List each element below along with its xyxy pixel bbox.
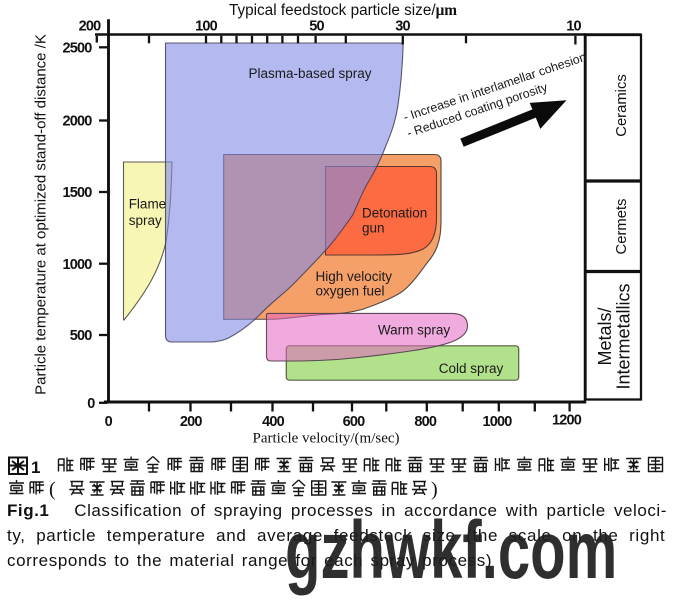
svg-text:oxygen fuel: oxygen fuel — [316, 284, 385, 299]
svg-text:High velocity: High velocity — [316, 269, 393, 284]
svg-text:spray: spray — [129, 213, 162, 228]
svg-text:Particle temperature at optimi: Particle temperature at optimized stand-… — [33, 34, 50, 395]
svg-text:Ceramics: Ceramics — [614, 74, 630, 136]
svg-text:600: 600 — [343, 414, 366, 430]
svg-text:Metals/: Metals/ — [595, 307, 615, 365]
svg-text:Flame: Flame — [129, 197, 167, 212]
svg-text:100: 100 — [195, 19, 218, 35]
svg-text:Warm spray: Warm spray — [378, 323, 451, 338]
svg-text:Cold spray: Cold spray — [439, 361, 504, 376]
svg-text:): ) — [431, 479, 438, 501]
svg-text:50: 50 — [309, 19, 324, 35]
svg-text:Cermets: Cermets — [614, 199, 630, 255]
svg-text:2000: 2000 — [62, 114, 92, 130]
svg-text:1: 1 — [31, 458, 40, 477]
svg-text:(: ( — [49, 479, 56, 501]
svg-text:1000: 1000 — [62, 257, 92, 273]
svg-text:500: 500 — [70, 328, 93, 344]
svg-text:30: 30 — [395, 19, 410, 35]
svg-text:400: 400 — [262, 414, 285, 430]
svg-text:0: 0 — [105, 414, 113, 430]
svg-text:0: 0 — [87, 396, 95, 412]
svg-text:1500: 1500 — [62, 185, 92, 201]
svg-text:corresponds to the material ra: corresponds to the material range for ea… — [7, 551, 492, 570]
svg-text:Detonation: Detonation — [362, 206, 427, 221]
svg-text:1000: 1000 — [482, 414, 512, 430]
svg-text:Plasma-based spray: Plasma-based spray — [248, 66, 371, 81]
svg-text:gun: gun — [362, 221, 385, 236]
svg-text:gzhwkf.com: gzhwkf.com — [285, 505, 617, 596]
svg-text:Fig.1 Classification of spra: Fig.1 Classification of spraying process… — [7, 501, 667, 520]
svg-text:Typical feedstock particle siz: Typical feedstock particle size/μm — [229, 2, 457, 19]
svg-text:200: 200 — [79, 19, 102, 35]
svg-text:Intermetallics: Intermetallics — [614, 283, 634, 389]
svg-text:200: 200 — [180, 414, 203, 430]
svg-text:Particle velocity/(m/sec): Particle velocity/(m/sec) — [252, 431, 399, 447]
svg-text:1200: 1200 — [552, 413, 582, 429]
svg-text:2500: 2500 — [62, 41, 92, 57]
svg-text:10: 10 — [566, 19, 581, 35]
svg-text:800: 800 — [414, 414, 437, 430]
svg-text:ty, particle temperature and a: ty, particle temperature and average fee… — [7, 526, 665, 545]
